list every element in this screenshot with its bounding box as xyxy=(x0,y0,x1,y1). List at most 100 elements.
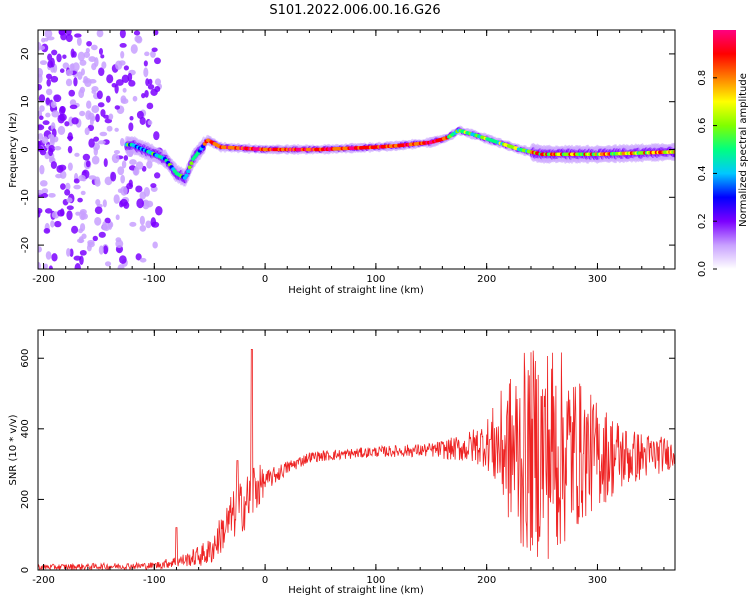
snr-x-tick-label: 0 xyxy=(262,575,268,586)
noise-blob xyxy=(150,217,157,227)
colorbar: 0.0 0.2 0.4 0.6 0.8 Normalized spectral ampl… xyxy=(697,30,749,277)
noise-blob xyxy=(115,214,120,221)
noise-blob xyxy=(145,200,154,208)
noise-blob xyxy=(78,174,86,182)
noise-blob xyxy=(115,79,124,86)
noise-blob xyxy=(146,160,153,169)
noise-blob xyxy=(102,221,107,231)
snr-y-tick-label: 200 xyxy=(20,490,31,509)
noise-blob xyxy=(45,73,53,80)
noise-blob xyxy=(141,92,146,99)
spectrogram-y-tick-label: -10 xyxy=(20,189,31,205)
noise-blob xyxy=(39,45,46,51)
noise-blob xyxy=(38,115,44,120)
noise-blob xyxy=(71,225,79,234)
noise-blob xyxy=(132,95,138,102)
noise-blob xyxy=(56,53,62,63)
noise-blob xyxy=(103,114,110,119)
spectrogram-x-label: Height of straight line (km) xyxy=(288,285,424,296)
noise-blob xyxy=(119,30,126,39)
noise-blob xyxy=(136,198,144,209)
colorbar-tick-label: 0.6 xyxy=(697,118,708,134)
noise-blob xyxy=(135,253,142,261)
noise-blob xyxy=(64,121,70,127)
noise-blob xyxy=(127,72,133,82)
noise-blob xyxy=(88,175,97,180)
noise-blob xyxy=(92,235,98,242)
snr-ticks: -200 -100 0 100 200 300 0 200 400 600 xyxy=(20,330,675,586)
noise-blob xyxy=(41,37,46,43)
noise-blob xyxy=(95,199,101,206)
ridge-core xyxy=(189,161,194,165)
noise-blob xyxy=(42,120,50,126)
noise-blob xyxy=(98,245,104,255)
noise-blob xyxy=(121,160,127,169)
noise-blob xyxy=(44,30,53,38)
noise-blob xyxy=(51,110,60,118)
noise-blob xyxy=(74,152,80,157)
noise-blob xyxy=(96,90,103,100)
noise-blob xyxy=(119,43,127,48)
snr-x-tick-label: 300 xyxy=(588,575,607,586)
noise-blob xyxy=(139,215,145,226)
noise-blob xyxy=(103,158,108,168)
noise-blob xyxy=(70,48,75,58)
ridge-core xyxy=(187,165,192,170)
noise-blob xyxy=(48,192,56,198)
noise-blob xyxy=(50,220,55,228)
noise-blob xyxy=(38,145,44,152)
noise-blob xyxy=(58,30,66,36)
noise-blob xyxy=(79,255,84,266)
noise-blob xyxy=(46,36,55,41)
noise-blob xyxy=(94,206,103,214)
noise-blob xyxy=(117,166,125,176)
noise-blob xyxy=(133,166,138,176)
noise-blob xyxy=(65,69,73,77)
figure-title: S101.2022.006.00.16.G26 xyxy=(269,3,440,18)
snr-y-tick-label: 600 xyxy=(20,349,31,368)
noise-blob xyxy=(74,33,82,38)
noise-blob xyxy=(147,84,155,90)
noise-blob xyxy=(38,209,41,218)
noise-blob xyxy=(54,146,62,151)
noise-blob xyxy=(59,113,67,122)
noise-blob xyxy=(91,105,100,114)
noise-blob xyxy=(39,164,45,175)
noise-blob xyxy=(48,147,54,157)
snr-series-line xyxy=(38,349,675,570)
noise-blob xyxy=(139,257,147,263)
noise-blob xyxy=(83,76,88,83)
noise-blob xyxy=(79,249,87,256)
noise-blob xyxy=(135,35,143,44)
noise-blob xyxy=(152,241,158,249)
noise-blob xyxy=(43,228,51,234)
noise-blob xyxy=(72,62,80,72)
noise-blob xyxy=(38,83,43,91)
snr-y-tick-label: 400 xyxy=(20,419,31,438)
noise-blob xyxy=(73,184,81,190)
noise-blob xyxy=(93,136,100,142)
spectrogram-x-tick-label: 0 xyxy=(262,274,268,285)
noise-blob xyxy=(115,60,123,70)
noise-blob xyxy=(136,110,144,119)
noise-blob xyxy=(135,161,144,170)
noise-blob xyxy=(65,182,71,191)
noise-blob xyxy=(114,105,120,110)
noise-blob xyxy=(143,60,148,67)
colorbar-tick-label: 0.2 xyxy=(697,213,708,229)
noise-blob xyxy=(79,59,87,66)
spectrogram-y-tick-label: 20 xyxy=(20,48,31,61)
noise-blob xyxy=(39,180,48,187)
spectrogram-y-label: Frequency (Hz) xyxy=(8,112,19,188)
noise-blob xyxy=(78,228,83,234)
snr-x-tick-label: -200 xyxy=(32,575,55,586)
noise-blob xyxy=(73,77,78,87)
noise-blob xyxy=(48,133,55,139)
noise-blob xyxy=(117,264,125,269)
noise-blob xyxy=(81,233,87,239)
noise-blob xyxy=(62,62,70,69)
noise-blob xyxy=(50,101,57,109)
